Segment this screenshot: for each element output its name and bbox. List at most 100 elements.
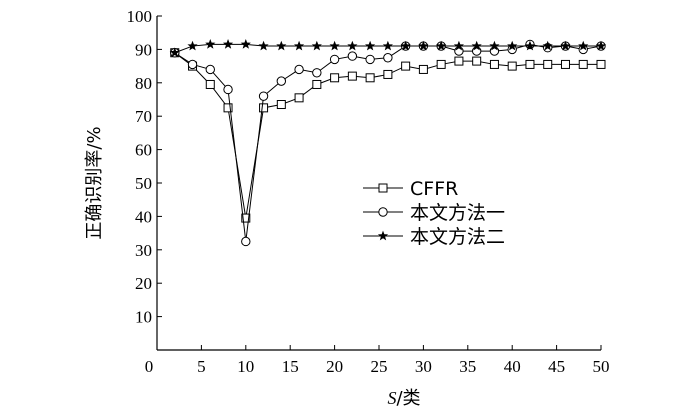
tick-labels: 0 5 10 15 20 25 30 35 40 45 50 10 20 30 40 50 60 70 80 90 10… [127, 7, 610, 376]
data-point [560, 40, 571, 51]
x-tick-label: 20 [326, 357, 343, 376]
data-point [205, 64, 215, 75]
data-point [223, 103, 233, 113]
data-point [507, 40, 518, 51]
data-point [436, 59, 446, 69]
legend-item: CFFR [363, 178, 458, 200]
data-point [418, 64, 428, 74]
series-1 [170, 48, 606, 223]
data-point [258, 91, 269, 101]
data-point [401, 61, 411, 71]
y-tick-label: 20 [135, 274, 152, 293]
series-layer [169, 39, 607, 247]
y-tick-label: 30 [135, 241, 152, 260]
data-point [347, 71, 357, 81]
data-point [472, 56, 482, 66]
data-point [347, 40, 358, 51]
y-tick-label: 70 [135, 107, 152, 126]
y-tick-label: 10 [135, 308, 152, 327]
data-point [471, 40, 482, 51]
series-3 [169, 39, 607, 58]
legend-item: 本文方法一 [363, 202, 505, 224]
ticks [156, 15, 602, 350]
data-point [276, 76, 287, 86]
data-point [436, 40, 447, 51]
x-tick-label: 30 [415, 357, 432, 376]
data-point [525, 59, 535, 69]
data-point [312, 68, 322, 78]
y-tick-label: 60 [135, 141, 152, 160]
data-point [524, 40, 536, 51]
x-tick-label: 45 [548, 357, 565, 376]
data-point [240, 39, 251, 49]
x-axis-title: S/类 [387, 388, 420, 409]
data-point [578, 59, 588, 69]
y-axis-title: 正确识别率/% [84, 126, 105, 239]
data-point [330, 73, 340, 83]
x-tick-label: 35 [459, 357, 476, 376]
data-point [293, 40, 305, 51]
data-point [365, 73, 375, 83]
y-tick-label: 100 [127, 7, 153, 26]
data-point [205, 79, 215, 89]
data-point [347, 51, 358, 61]
data-point [383, 53, 393, 63]
x-tick-label: 50 [593, 357, 610, 376]
data-point [329, 54, 340, 65]
data-point [382, 40, 393, 51]
x-tick-label: 0 [145, 357, 154, 376]
data-point [259, 103, 269, 113]
data-point [329, 40, 340, 51]
y-tick-label: 40 [135, 207, 152, 226]
x-axis-title-unit: /类 [396, 388, 420, 409]
data-point [311, 40, 322, 51]
legend-label: CFFR [410, 178, 458, 200]
x-tick-label: 40 [504, 357, 521, 376]
data-point [312, 79, 322, 89]
x-tick-label: 10 [237, 357, 254, 376]
data-point [596, 59, 606, 69]
data-point [187, 59, 198, 70]
x-tick-label: 5 [197, 357, 206, 376]
data-point [454, 56, 464, 66]
data-point [205, 39, 216, 49]
y-tick-label: 80 [135, 74, 152, 93]
legend-marker [378, 183, 388, 193]
data-point [595, 40, 607, 51]
data-point [222, 39, 234, 49]
data-point [489, 59, 499, 69]
data-point [294, 93, 304, 103]
data-point [453, 40, 465, 51]
data-point [223, 84, 233, 95]
data-point [400, 40, 411, 51]
data-point [542, 40, 553, 51]
y-tick-label: 90 [135, 40, 152, 59]
data-point [169, 47, 180, 58]
legend-item: 本文方法二 [363, 226, 505, 248]
data-point [489, 40, 500, 51]
y-tick-label: 50 [135, 174, 152, 193]
data-point [241, 213, 251, 223]
data-point [187, 40, 198, 51]
data-point [258, 40, 269, 51]
data-point [383, 69, 393, 79]
data-point [507, 61, 517, 71]
x-tick-label: 15 [282, 357, 299, 376]
legend-marker [378, 207, 388, 217]
legend-label: 本文方法二 [410, 226, 505, 248]
x-tick-label: 25 [371, 357, 388, 376]
data-point [560, 59, 570, 69]
data-point [276, 40, 287, 51]
data-point [418, 40, 429, 51]
data-point [543, 59, 553, 69]
data-point [241, 236, 251, 247]
legend-label: 本文方法一 [410, 202, 505, 224]
data-point [365, 40, 376, 51]
legend-marker [377, 230, 389, 241]
x-axis-title-symbol: S [387, 388, 396, 408]
data-point [578, 40, 589, 51]
data-point [365, 54, 375, 65]
data-point [276, 100, 286, 110]
